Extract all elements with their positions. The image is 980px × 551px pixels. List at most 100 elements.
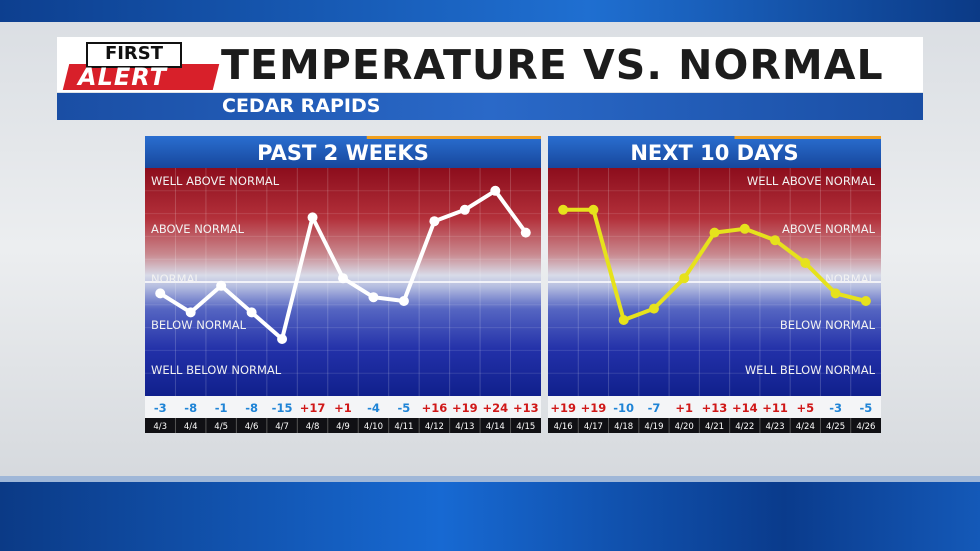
next-zone-label: WELL ABOVE NORMAL [747, 174, 876, 188]
past-value-label: -1 [215, 401, 228, 415]
past-date-label: 4/9 [336, 422, 350, 432]
past-date-label: 4/10 [364, 422, 383, 432]
next-value-label: -5 [859, 401, 872, 415]
next-data-point [618, 315, 629, 325]
past-value-label: +17 [300, 401, 326, 415]
page-title: TEMPERATURE VS. NORMAL [221, 41, 884, 89]
bottom-stripe [0, 476, 980, 482]
past-date-label: 4/13 [455, 422, 474, 432]
next-value-label: -10 [613, 401, 634, 415]
past-date-label: 4/11 [394, 422, 413, 432]
next-value-label: +19 [581, 401, 607, 415]
past-value-label: -4 [367, 401, 380, 415]
next-data-point [860, 296, 871, 306]
next-date-label: 4/16 [554, 422, 573, 432]
past-chart-title: PAST 2 WEEKS [257, 141, 429, 165]
next-data-point [558, 204, 569, 215]
past-zone-label: ABOVE NORMAL [151, 222, 245, 236]
past-date-row [145, 418, 541, 433]
next-value-row [548, 396, 881, 418]
next-data-point [679, 273, 690, 284]
past-date-label: 4/3 [153, 422, 167, 432]
past-date-label: 4/5 [214, 422, 228, 432]
next-date-label: 4/17 [584, 422, 603, 432]
bottom-band [0, 482, 980, 551]
past-value-label: -15 [272, 401, 293, 415]
next-date-label: 4/24 [796, 422, 815, 432]
past-data-point [398, 296, 409, 306]
next-data-point [800, 258, 811, 268]
past-data-point [246, 307, 257, 318]
past-value-label: +16 [422, 401, 448, 415]
past-header-accent [366, 136, 541, 139]
past-data-point [185, 307, 196, 318]
past-value-label: +1 [334, 401, 352, 415]
next-data-point [830, 288, 841, 299]
past-data-point [490, 185, 501, 196]
past-data-point [429, 216, 440, 227]
past-value-label: -8 [184, 401, 197, 415]
past-value-label: +13 [513, 401, 539, 415]
next-zone-label: NORMAL [825, 272, 875, 286]
next-data-point [709, 227, 720, 238]
next-value-label: +19 [550, 401, 576, 415]
next-header-accent [734, 136, 881, 139]
past-2-weeks-panel: PAST 2 WEEKS WELL ABOVE NORMAL ABOVE NORMA… [145, 136, 541, 433]
next-date-label: 4/20 [675, 422, 694, 432]
next-date-label: 4/21 [705, 422, 724, 432]
next-date-label: 4/19 [644, 422, 663, 432]
past-date-label: 4/8 [306, 422, 320, 432]
top-band [0, 0, 980, 22]
past-data-point [216, 280, 227, 291]
next-date-label: 4/18 [614, 422, 633, 432]
past-date-label: 4/15 [516, 422, 535, 432]
next-zone-label: ABOVE NORMAL [782, 222, 876, 236]
next-value-label: -7 [648, 401, 661, 415]
next-zone-label: BELOW NORMAL [780, 318, 876, 332]
past-data-point [307, 212, 318, 223]
past-value-row [145, 396, 541, 418]
past-data-point [459, 204, 470, 215]
next-date-label: 4/23 [765, 422, 784, 432]
past-date-label: 4/7 [275, 422, 289, 432]
past-zone-label: BELOW NORMAL [151, 318, 247, 332]
logo-first-text: FIRST [86, 42, 182, 68]
next-value-label: +14 [732, 401, 758, 415]
next-value-label: -3 [829, 401, 842, 415]
next-value-label: +11 [762, 401, 788, 415]
location-label: CEDAR RAPIDS [222, 95, 381, 117]
past-zone-label: WELL BELOW NORMAL [151, 363, 282, 377]
next-data-point [648, 303, 659, 314]
past-value-label: -3 [154, 401, 167, 415]
past-zone-label: WELL ABOVE NORMAL [151, 174, 280, 188]
past-data-point [520, 227, 531, 238]
next-chart-title: NEXT 10 DAYS [630, 141, 798, 165]
past-data-point [277, 334, 288, 344]
next-10-days-panel: NEXT 10 DAYS WELL ABOVE NORMAL ABOVE NORMA… [548, 136, 881, 433]
past-zone-label: NORMAL [151, 272, 201, 286]
past-date-label: 4/12 [425, 422, 444, 432]
past-value-label: +19 [452, 401, 478, 415]
logo-alert-text: ALERT [78, 63, 168, 91]
past-data-point [155, 288, 166, 299]
past-date-label: 4/4 [184, 422, 198, 432]
next-date-label: 4/22 [735, 422, 754, 432]
past-value-label: -8 [245, 401, 258, 415]
next-value-label: +13 [702, 401, 728, 415]
past-header-bar [145, 136, 541, 168]
next-value-label: +5 [796, 401, 814, 415]
past-value-label: +24 [482, 401, 508, 415]
next-header-bar [548, 136, 881, 168]
past-data-point [368, 292, 379, 303]
next-date-label: 4/26 [856, 422, 875, 432]
next-data-point [739, 223, 750, 234]
next-zone-label: WELL BELOW NORMAL [745, 363, 876, 377]
past-date-label: 4/14 [486, 422, 505, 432]
next-value-label: +1 [675, 401, 693, 415]
next-data-point [770, 235, 781, 246]
past-value-label: -5 [398, 401, 411, 415]
next-date-label: 4/25 [826, 422, 845, 432]
next-date-row [548, 418, 881, 433]
past-data-point [338, 273, 348, 284]
